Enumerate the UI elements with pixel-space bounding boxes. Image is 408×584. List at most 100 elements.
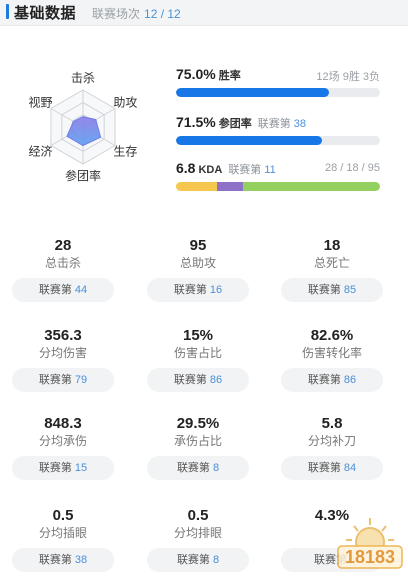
stat-rank-label: 联赛第 xyxy=(38,374,72,386)
winrate-label: 胜率 xyxy=(218,70,241,82)
radar-label-assists: 助攻 xyxy=(113,96,137,110)
section-header: 基础数据 联赛场次 12 / 12 xyxy=(0,0,408,26)
stat-card: 356.3 分均伤害联赛第 79 xyxy=(12,326,114,392)
stat-rank-number: 86 xyxy=(343,374,357,386)
stat-rank-pill: 联赛第 79 xyxy=(12,368,114,392)
kda-metric: 6.8 KDA 联赛第 11 28 / 18 / 95 xyxy=(176,160,386,191)
kda-value: 6.8 xyxy=(176,160,196,176)
stat-value: 82.6% xyxy=(310,327,354,344)
stat-rank-label: 联赛第 xyxy=(38,554,72,566)
stat-value: 95 xyxy=(189,237,207,254)
stat-rank-pill: 联赛第 86 xyxy=(147,368,249,392)
watermark-text: 18183 xyxy=(345,547,395,567)
kda-segment-kills xyxy=(176,182,217,191)
participation-label: 参团率 xyxy=(218,118,252,130)
stat-card: 82.6% 伤害转化率联赛第 86 xyxy=(281,326,383,392)
participation-bar xyxy=(176,136,380,145)
radar-label-participation: 参团率 xyxy=(65,168,101,183)
kda-rank: 联赛第 11 xyxy=(228,164,275,176)
kda-rank-number: 11 xyxy=(264,164,276,176)
stat-rank-number: 85 xyxy=(343,284,357,296)
participation-value: 71.5% xyxy=(176,114,216,130)
kda-segment-assists xyxy=(242,182,380,191)
stat-rank-number: 79 xyxy=(74,374,88,386)
participation-metric: 71.5% 参团率 联赛第 38 xyxy=(176,114,386,145)
stat-rank-label: 联赛第 xyxy=(176,462,210,474)
section-title: 基础数据 xyxy=(14,5,77,22)
site-watermark-logo: 18183 xyxy=(337,518,403,569)
stat-name: 分均插眼 xyxy=(38,526,87,540)
radar-label-vision: 视野 xyxy=(29,95,53,110)
stat-rank-pill: 联赛第 86 xyxy=(281,368,383,392)
stat-rank-label: 联赛第 xyxy=(38,462,72,474)
stat-card: 5.8 分均补刀联赛第 84 xyxy=(281,414,383,480)
stat-rank-number: 8 xyxy=(212,462,220,474)
stat-rank-number: 84 xyxy=(343,462,357,474)
kda-label: KDA xyxy=(198,164,223,176)
stat-rank-pill: 联赛第 38 xyxy=(12,548,114,572)
stat-card: 18 总死亡联赛第 85 xyxy=(281,236,383,302)
stat-value: 0.5 xyxy=(52,507,74,524)
participation-rank: 联赛第 38 xyxy=(258,118,306,130)
stat-card: 95 总助攻联赛第 16 xyxy=(147,236,249,302)
stat-value: 4.3% xyxy=(314,507,350,524)
stat-rank-pill: 联赛第 85 xyxy=(281,278,383,302)
stat-name: 总助攻 xyxy=(179,256,216,270)
stat-card: 29.5% 承伤占比 联赛第 8 xyxy=(147,414,249,480)
stat-rank-label: 联赛第 xyxy=(173,284,207,296)
stat-rank-pill: 联赛第 84 xyxy=(281,456,383,480)
matches-value: 12 / 12 xyxy=(144,7,181,21)
stat-name: 分均补刀 xyxy=(307,434,356,448)
stat-rank-pill: 联赛第 44 xyxy=(12,278,114,302)
stat-card: 0.5 分均排眼联赛第 8 xyxy=(147,506,249,572)
stat-rank-number: 8 xyxy=(212,554,220,566)
stat-card: 848.3 分均承伤联赛第 15 xyxy=(12,414,114,480)
participation-rank-label: 联赛第 xyxy=(257,118,291,130)
stat-rank-label: 联赛第 xyxy=(307,462,341,474)
stat-value: 28 xyxy=(54,237,72,254)
stat-rank-pill: 联赛第 15 xyxy=(12,456,114,480)
participation-rank-number: 38 xyxy=(293,118,307,130)
stat-name: 总死亡 xyxy=(313,256,350,270)
kda-segment-deaths xyxy=(216,182,243,191)
matches-label: 联赛场次 xyxy=(92,7,141,21)
participation-bar-fill xyxy=(176,136,322,145)
stat-value: 18 xyxy=(323,237,341,254)
stat-rank-number: 38 xyxy=(74,554,88,566)
winrate-bar-fill xyxy=(176,88,329,97)
stat-name: 分均承伤 xyxy=(38,434,87,448)
winrate-detail: 12场 9胜 3负 xyxy=(316,71,380,83)
winrate-bar xyxy=(176,88,380,97)
kda-rank-label: 联赛第 xyxy=(228,164,262,176)
stat-rank-label: 联赛第 xyxy=(307,284,341,296)
stat-name: 分均伤害 xyxy=(38,346,87,360)
stat-value: 848.3 xyxy=(44,415,82,432)
stat-rank-label: 联赛第 xyxy=(173,374,207,386)
kda-bar xyxy=(176,182,380,191)
stat-card: 15% 伤害占比 联赛第 86 xyxy=(147,326,249,392)
stat-rank-pill: 联赛第 8 xyxy=(147,456,249,480)
stat-rank-label: 联赛第 xyxy=(176,554,210,566)
radar-label-survival: 生存 xyxy=(113,145,137,159)
stat-rank-number: 15 xyxy=(74,462,88,474)
stat-name: 伤害转化率 xyxy=(301,346,362,360)
stat-value: 5.8 xyxy=(321,415,343,432)
radar-value-polygon xyxy=(66,116,102,147)
stat-value: 356.3 xyxy=(44,327,82,344)
stat-name: 分均排眼 xyxy=(173,526,222,540)
stat-value: 29.5% xyxy=(176,415,220,432)
stat-rank-number: 16 xyxy=(209,284,223,296)
stat-name: 总击杀 xyxy=(44,256,81,270)
stat-rank-label: 联赛第 xyxy=(307,374,341,386)
winrate-value: 75.0% xyxy=(176,66,216,82)
stat-rank-number: 86 xyxy=(209,374,223,386)
winrate-metric: 75.0% 胜率 12场 9胜 3负 xyxy=(176,66,386,97)
stat-value: 15% xyxy=(182,327,214,344)
radar-label-economy: 经济 xyxy=(29,144,53,159)
kda-detail: 28 / 18 / 95 xyxy=(324,162,380,174)
stat-value: 0.5 xyxy=(187,507,209,524)
header-accent-bar xyxy=(6,4,9,19)
stat-card: 0.5 分均插眼联赛第 38 xyxy=(12,506,114,572)
